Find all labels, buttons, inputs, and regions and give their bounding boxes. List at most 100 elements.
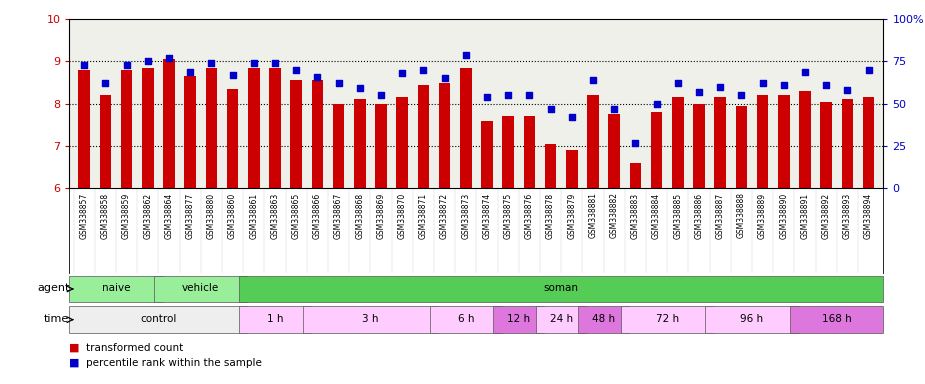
Point bbox=[438, 75, 452, 81]
Text: 3 h: 3 h bbox=[362, 314, 378, 324]
Point bbox=[246, 60, 261, 66]
Point bbox=[162, 55, 177, 61]
Point bbox=[119, 62, 134, 68]
Bar bbox=[396, 98, 408, 188]
Bar bbox=[79, 70, 90, 188]
Point bbox=[628, 139, 643, 146]
Point bbox=[416, 67, 431, 73]
Text: GSM338859: GSM338859 bbox=[122, 192, 131, 238]
Text: GSM338869: GSM338869 bbox=[376, 192, 386, 238]
Bar bbox=[757, 95, 769, 188]
Bar bbox=[524, 116, 536, 188]
Bar bbox=[100, 95, 111, 188]
Bar bbox=[142, 68, 154, 188]
Bar bbox=[587, 95, 598, 188]
Bar bbox=[481, 121, 493, 188]
Point bbox=[840, 87, 855, 93]
Bar bbox=[163, 59, 175, 188]
Bar bbox=[269, 68, 281, 188]
Text: GSM338882: GSM338882 bbox=[610, 192, 619, 238]
Text: 48 h: 48 h bbox=[592, 314, 615, 324]
Bar bbox=[502, 116, 514, 188]
Text: GSM338860: GSM338860 bbox=[228, 192, 237, 238]
Bar bbox=[630, 163, 641, 188]
Text: GSM338876: GSM338876 bbox=[524, 192, 534, 238]
Text: GSM338890: GSM338890 bbox=[779, 192, 788, 238]
Bar bbox=[302, 306, 438, 333]
Point bbox=[734, 92, 748, 98]
Point bbox=[98, 80, 113, 86]
Text: 6 h: 6 h bbox=[458, 314, 474, 324]
Text: GSM338889: GSM338889 bbox=[758, 192, 767, 238]
Text: GSM338863: GSM338863 bbox=[270, 192, 279, 238]
Bar bbox=[184, 76, 196, 188]
Text: GSM338886: GSM338886 bbox=[695, 192, 703, 238]
Point bbox=[310, 74, 325, 80]
Bar bbox=[438, 83, 450, 188]
Bar bbox=[417, 85, 429, 188]
Text: soman: soman bbox=[544, 283, 579, 293]
Point bbox=[776, 82, 791, 88]
Text: GSM338866: GSM338866 bbox=[313, 192, 322, 238]
Text: percentile rank within the sample: percentile rank within the sample bbox=[86, 358, 262, 368]
Bar bbox=[672, 98, 684, 188]
Bar bbox=[545, 144, 557, 188]
Text: GSM338877: GSM338877 bbox=[186, 192, 194, 238]
Bar bbox=[154, 276, 247, 302]
Text: GSM338874: GSM338874 bbox=[483, 192, 491, 238]
Text: GSM338858: GSM338858 bbox=[101, 192, 110, 238]
Text: GSM338880: GSM338880 bbox=[207, 192, 216, 238]
Point bbox=[671, 80, 685, 86]
Bar bbox=[650, 112, 662, 188]
Bar bbox=[333, 104, 344, 188]
Bar bbox=[799, 91, 811, 188]
Text: GSM338868: GSM338868 bbox=[355, 192, 364, 238]
Text: 1 h: 1 h bbox=[266, 314, 283, 324]
Bar bbox=[493, 306, 544, 333]
Text: 96 h: 96 h bbox=[740, 314, 763, 324]
Text: GSM338879: GSM338879 bbox=[567, 192, 576, 238]
Point bbox=[692, 89, 707, 95]
Bar bbox=[460, 68, 472, 188]
Point bbox=[204, 60, 219, 66]
Point bbox=[479, 94, 494, 100]
Point bbox=[289, 67, 303, 73]
Point bbox=[225, 72, 240, 78]
Text: GSM338873: GSM338873 bbox=[462, 192, 470, 238]
Text: GSM338881: GSM338881 bbox=[588, 192, 598, 238]
Text: GSM338888: GSM338888 bbox=[737, 192, 746, 238]
Bar bbox=[69, 306, 248, 333]
Bar bbox=[842, 99, 853, 188]
Bar bbox=[69, 276, 163, 302]
Text: control: control bbox=[141, 314, 177, 324]
Point bbox=[374, 92, 388, 98]
Text: GSM338894: GSM338894 bbox=[864, 192, 873, 238]
Point bbox=[713, 84, 728, 90]
Text: GSM338887: GSM338887 bbox=[716, 192, 724, 238]
Point bbox=[755, 80, 770, 86]
Point bbox=[352, 85, 367, 91]
Bar bbox=[566, 150, 577, 188]
Text: GSM338891: GSM338891 bbox=[800, 192, 809, 238]
Point bbox=[649, 101, 664, 107]
Point bbox=[459, 51, 474, 58]
Text: GSM338865: GSM338865 bbox=[291, 192, 301, 238]
Text: GSM338893: GSM338893 bbox=[843, 192, 852, 238]
Text: GSM338875: GSM338875 bbox=[504, 192, 512, 238]
Text: GSM338861: GSM338861 bbox=[250, 192, 258, 238]
Text: GSM338870: GSM338870 bbox=[398, 192, 407, 238]
Point bbox=[267, 60, 282, 66]
Bar bbox=[790, 306, 883, 333]
Point bbox=[331, 80, 346, 86]
Text: GSM338892: GSM338892 bbox=[821, 192, 831, 238]
Point bbox=[77, 62, 92, 68]
Bar bbox=[248, 68, 260, 188]
Text: 168 h: 168 h bbox=[822, 314, 852, 324]
Bar bbox=[121, 70, 132, 188]
Bar bbox=[430, 306, 501, 333]
Text: ■: ■ bbox=[69, 358, 80, 368]
Bar bbox=[578, 306, 629, 333]
Text: vehicle: vehicle bbox=[182, 283, 219, 293]
Text: 12 h: 12 h bbox=[507, 314, 530, 324]
Point bbox=[183, 68, 198, 74]
